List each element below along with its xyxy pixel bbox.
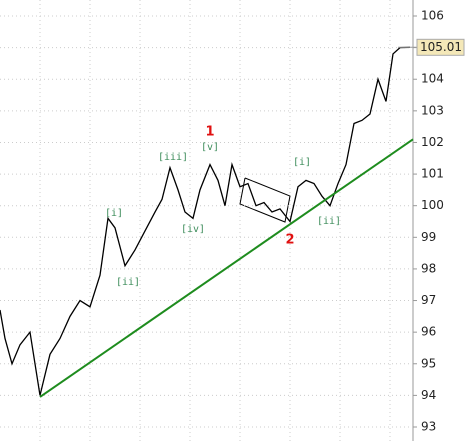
channel [239, 177, 291, 223]
y-tick-label: 94 [421, 388, 436, 402]
y-tick-label: 99 [421, 230, 436, 244]
y-tick-label: 97 [421, 293, 436, 307]
wave-label: 2 [285, 233, 294, 248]
y-tick-label: 93 [421, 420, 436, 434]
wave-label: [i] [293, 157, 311, 168]
y-tick-label: 106 [421, 9, 444, 23]
y-tick-label: 104 [421, 72, 444, 86]
wave-label: [i] [105, 208, 123, 219]
wave-label: [ii] [116, 277, 140, 288]
y-tick-label: 103 [421, 103, 444, 117]
y-tick-label: 102 [421, 135, 444, 149]
wave-label: [v] [201, 142, 219, 153]
last-value-box [416, 38, 465, 56]
y-tick-label: 95 [421, 356, 436, 370]
y-tick-label: 98 [421, 261, 436, 275]
y-tick-label: 96 [421, 325, 436, 339]
y-tick-label: 100 [421, 198, 444, 212]
wave-label: [ii] [317, 216, 341, 227]
trendline [39, 138, 414, 398]
wave-label: [iii] [158, 152, 188, 163]
y-tick-label: 101 [421, 167, 444, 181]
last-value-label: 105.01 [420, 40, 462, 54]
wave-label: 1 [205, 125, 214, 140]
price-line [0, 46, 411, 396]
wave-label: [iv] [181, 224, 205, 235]
